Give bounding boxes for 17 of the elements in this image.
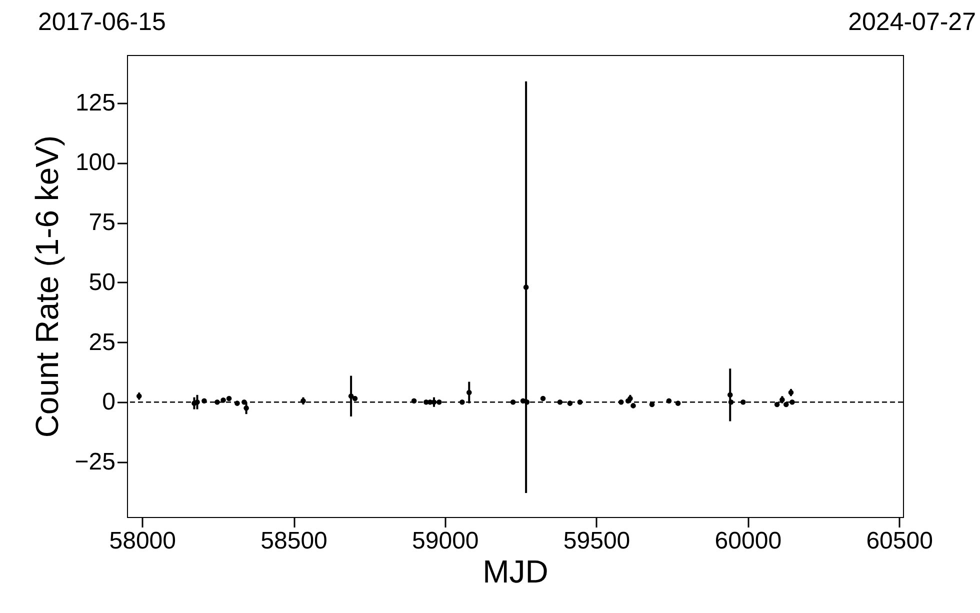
text: 2017-06-15 (38, 8, 166, 37)
x-tick-label: 58000 (109, 528, 176, 554)
y-tick-label: 25 (88, 328, 116, 356)
x-tick-label: 59000 (412, 528, 479, 554)
y-tick-label: 50 (88, 268, 116, 296)
y-tick-label: 75 (88, 209, 116, 236)
x-tick-label: 60500 (866, 528, 933, 554)
y-tick-label: 0 (102, 388, 116, 416)
x-tick-label: 59500 (563, 528, 630, 554)
y-tick-label: 100 (75, 149, 116, 176)
x-tick-label: 60000 (714, 528, 782, 554)
x-tick-label: 58500 (260, 528, 328, 554)
y-tick-label: 125 (75, 89, 116, 116)
text: 2024-07-27 (848, 8, 976, 37)
y-axis-title: Count Rate (1-6 keV) (28, 135, 65, 438)
x-axis-title: MJD (482, 554, 548, 590)
y-tick-label: −25 (74, 448, 116, 476)
